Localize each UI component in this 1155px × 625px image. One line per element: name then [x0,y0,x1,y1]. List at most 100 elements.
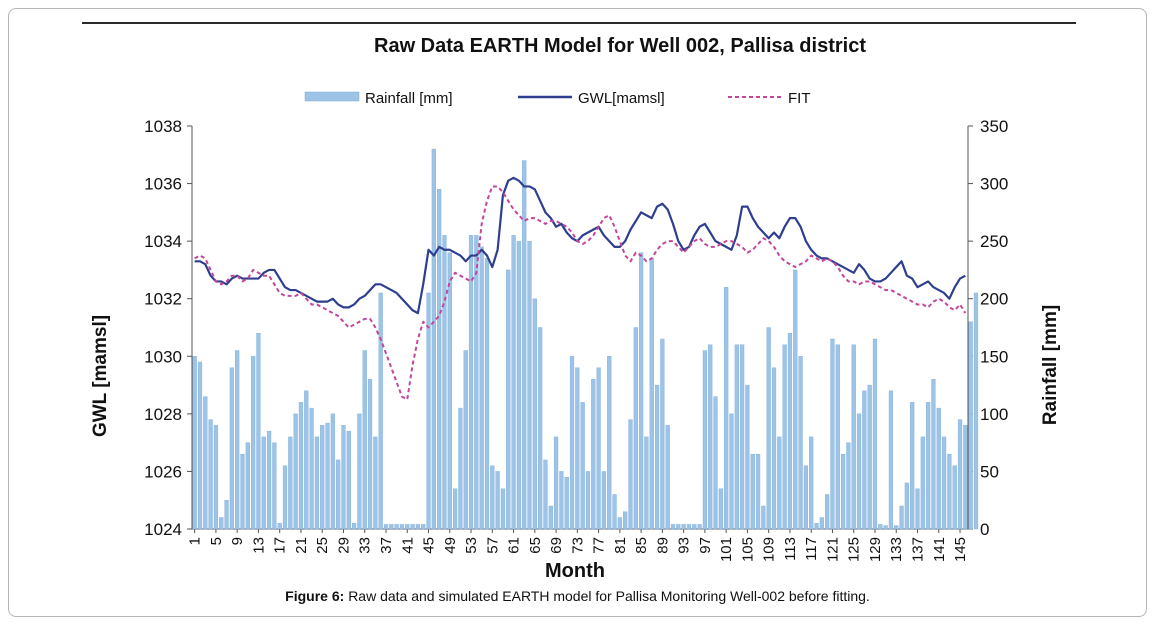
x-tick-label: 109 [761,537,778,562]
rainfall-bar [548,505,553,530]
rainfall-bar [872,338,878,530]
y-tick-label-left: 1038 [144,117,182,136]
y-axis-label-right: Rainfall [mm] [1040,305,1061,425]
x-axis-label: Month [545,560,605,582]
rainfall-bar [298,402,304,530]
x-tick-label: 61 [506,537,523,554]
rainfall-bar [378,292,383,530]
rainfall-bar [926,402,931,530]
x-tick-label: 93 [676,537,693,554]
rainfall-bar [240,453,245,530]
figure-frame [8,8,1147,617]
rainfall-bar [931,379,936,530]
y-tick-label-right: 100 [980,405,1008,424]
x-tick-label: 25 [314,537,331,554]
x-tick-label: 29 [335,537,352,554]
rainfall-bar [628,419,633,530]
legend-label: FIT [788,90,811,107]
rainfall-bar [644,436,649,530]
rainfall-bar [670,524,676,530]
rainfall-bar [755,453,761,530]
rainfall-bar [479,246,484,530]
rainfall-bar [389,524,394,530]
rainfall-bar [697,524,702,530]
x-tick-label: 121 [824,537,841,562]
rainfall-bar [623,511,628,530]
rainfall-bar [580,402,585,530]
y-tick-label-right: 300 [980,175,1008,194]
rainfall-bar [309,407,314,530]
series-lines [194,176,967,401]
rainfall-bar [612,494,617,530]
y-tick-label-right: 150 [980,347,1008,366]
x-tick-label: 77 [591,537,608,554]
rainfall-bar [559,471,564,530]
rainfall-bar [351,523,357,530]
rainfall-bar [846,442,851,530]
rainfall-bar [702,350,708,530]
x-tick-label: 37 [378,537,395,554]
x-tick-label: 9 [229,537,246,545]
rainfall-bar [532,298,537,530]
rainfall-bar [915,488,920,530]
gwl-line [194,176,966,315]
y-tick-label-left: 1026 [144,462,182,481]
rainfall-bar [468,235,474,530]
rainfall-bar [314,436,320,530]
rainfall-bar [495,471,500,530]
rainfall-bar [745,384,750,530]
x-tick-label: 33 [357,537,374,554]
rainfall-bar [676,524,681,530]
rainfall-bar [708,344,713,530]
rainfall-bar [261,436,266,530]
rainfall-bar [272,442,277,530]
x-tick-label: 73 [569,537,586,554]
rainfall-bar [803,465,809,530]
rainfall-bar [910,402,915,530]
rainfall-bar [617,517,622,530]
legend-label: Rainfall [mm] [365,90,453,107]
x-tick-label: 117 [803,537,820,561]
rainfall-bar [373,436,378,530]
rainfall-bar [415,524,421,530]
y-tick-label-left: 1032 [144,290,182,309]
rainfall-bar [596,367,601,530]
y-tick-label-right: 200 [980,290,1008,309]
rainfall-bar [941,436,947,530]
x-tick-label: 45 [421,537,438,554]
rainfall-bar [957,419,963,530]
x-tick-label: 113 [782,537,799,561]
x-tick-label: 1 [187,537,204,545]
rainfall-bar [654,384,660,530]
rainfall-bar [681,524,686,530]
rainfall-bar [883,525,888,530]
rainfall-bar [904,482,909,530]
rainfall-bar [245,442,250,530]
rainfall-bar [484,258,490,530]
legend: Rainfall [mm] GWL[mamsl] FIT [304,90,811,107]
rainfall-bar [553,436,559,530]
rainfall-bar [585,471,591,530]
rainfall-bar [490,465,495,530]
rainfall-bar [447,252,452,530]
y-tick-label-right: 350 [980,117,1008,136]
x-tick-label: 137 [910,537,927,562]
x-tick-label: 145 [952,537,969,562]
rainfall-bar [543,459,548,530]
rainfall-bar [809,436,814,530]
x-tick-label: 101 [718,537,735,562]
rainfall-bar [527,240,532,530]
rainfall-bar [856,413,862,530]
x-tick-label: 81 [612,537,629,554]
chart-title: Raw Data EARTH Model for Well 002, Palli… [374,35,866,57]
rainfall-bars [192,148,979,530]
rainfall-bar [452,488,458,530]
rainfall-bar [224,500,229,530]
rainfall-bar [458,407,463,530]
x-tick-label: 21 [293,537,310,554]
rainfall-bar [968,321,973,530]
rainfall-bar [304,390,309,530]
rainfall-bar [947,453,952,530]
rainfall-bar [442,235,447,530]
rainfall-bar [825,494,830,530]
